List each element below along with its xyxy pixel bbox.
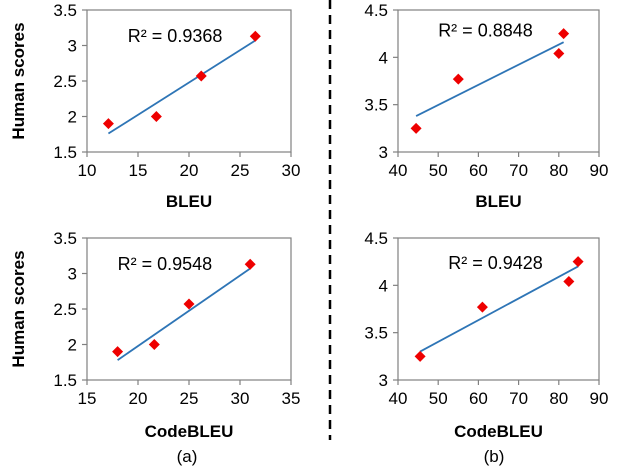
y-tick-label: 3.5 — [53, 229, 77, 248]
data-point — [148, 339, 160, 350]
y-tick-label: 3 — [379, 371, 388, 390]
data-point — [563, 276, 575, 288]
x-tick-label: 10 — [78, 161, 97, 180]
panel-bottom-left: 15 20 25 30 35 1.5 2 2.5 3 3.5 CodeBLEU Human score… — [9, 229, 300, 441]
y-tick-label: 4 — [379, 48, 388, 67]
data-point — [244, 258, 256, 270]
data-point — [112, 346, 124, 358]
caption-a: (a) — [177, 447, 198, 466]
x-axis-label: BLEU — [475, 192, 521, 211]
x-tick-label: 25 — [231, 161, 250, 180]
panel-bottom-right: 40 50 60 70 80 90 3 3.5 4 4.5 CodeBLEU R² = 0.9428 — [364, 229, 608, 441]
y-tick-label: 2 — [68, 336, 77, 355]
y-axis-label: Human scores — [9, 22, 28, 139]
y-tick-label: 2.5 — [53, 300, 77, 319]
x-tick-label: 40 — [389, 389, 408, 408]
data-point — [414, 350, 426, 362]
data-point — [476, 301, 488, 313]
y-tick-label: 4 — [379, 276, 388, 295]
x-tick-label: 60 — [469, 389, 488, 408]
data-point — [102, 118, 114, 130]
r-squared-label: R² = 0.8848 — [438, 21, 533, 41]
x-tick-label: 90 — [590, 389, 609, 408]
x-tick-label: 20 — [129, 389, 148, 408]
x-tick-label: 80 — [549, 161, 568, 180]
y-tick-label: 4.5 — [364, 1, 388, 20]
x-tick-label: 50 — [429, 389, 448, 408]
y-tick-label: 3 — [68, 37, 77, 56]
x-tick-label: 80 — [549, 389, 568, 408]
trend-line — [419, 265, 579, 353]
x-tick-label: 40 — [389, 161, 408, 180]
x-tick-label: 35 — [282, 389, 301, 408]
trend-line — [107, 39, 256, 135]
y-tick-label: 4.5 — [364, 229, 388, 248]
plot-frame — [397, 9, 600, 153]
data-point — [452, 73, 464, 85]
x-tick-label: 20 — [180, 161, 199, 180]
x-tick-label: 70 — [509, 389, 528, 408]
x-axis-label: CodeBLEU — [454, 422, 543, 441]
x-tick-label: 15 — [78, 389, 97, 408]
x-tick-label: 90 — [590, 161, 609, 180]
data-point — [249, 30, 261, 42]
data-point — [195, 70, 207, 82]
x-tick-label: 30 — [282, 161, 301, 180]
y-tick-label: 3 — [379, 143, 388, 162]
x-axis-label: CodeBLEU — [145, 422, 234, 441]
data-point — [572, 256, 584, 268]
panel-top-left: 10 15 20 25 30 1.5 2 2.5 3 3.5 BLEU Human scores R² … — [9, 1, 300, 211]
y-tick-label: 1.5 — [53, 371, 77, 390]
r-squared-label: R² = 0.9548 — [118, 254, 213, 274]
trend-line — [415, 41, 565, 117]
data-point — [150, 111, 162, 122]
data-point — [410, 122, 422, 134]
x-tick-label: 25 — [180, 389, 199, 408]
x-axis-label: BLEU — [166, 192, 212, 211]
x-tick-label: 30 — [231, 389, 250, 408]
y-tick-label: 3.5 — [364, 96, 388, 115]
data-point — [558, 28, 570, 40]
panel-top-right: 40 50 60 70 80 90 3 3.5 4 4.5 BLEU R² = 0.8848 — [364, 1, 608, 211]
y-tick-label: 3.5 — [53, 1, 77, 20]
x-tick-label: 50 — [429, 161, 448, 180]
caption-b: (b) — [484, 447, 505, 466]
x-tick-label: 60 — [469, 161, 488, 180]
r-squared-label: R² = 0.9368 — [128, 26, 223, 46]
data-point — [183, 298, 195, 310]
y-tick-label: 3 — [68, 265, 77, 284]
y-axis-label: Human scores — [9, 250, 28, 367]
y-tick-label: 1.5 — [53, 143, 77, 162]
plot-frame — [397, 237, 600, 381]
y-tick-label: 2 — [68, 108, 77, 127]
x-tick-label: 15 — [129, 161, 148, 180]
y-tick-label: 3.5 — [364, 324, 388, 343]
r-squared-label: R² = 0.9428 — [448, 253, 543, 273]
x-tick-label: 70 — [509, 161, 528, 180]
y-tick-label: 2.5 — [53, 72, 77, 91]
data-point — [553, 48, 565, 60]
trend-line — [117, 267, 251, 361]
